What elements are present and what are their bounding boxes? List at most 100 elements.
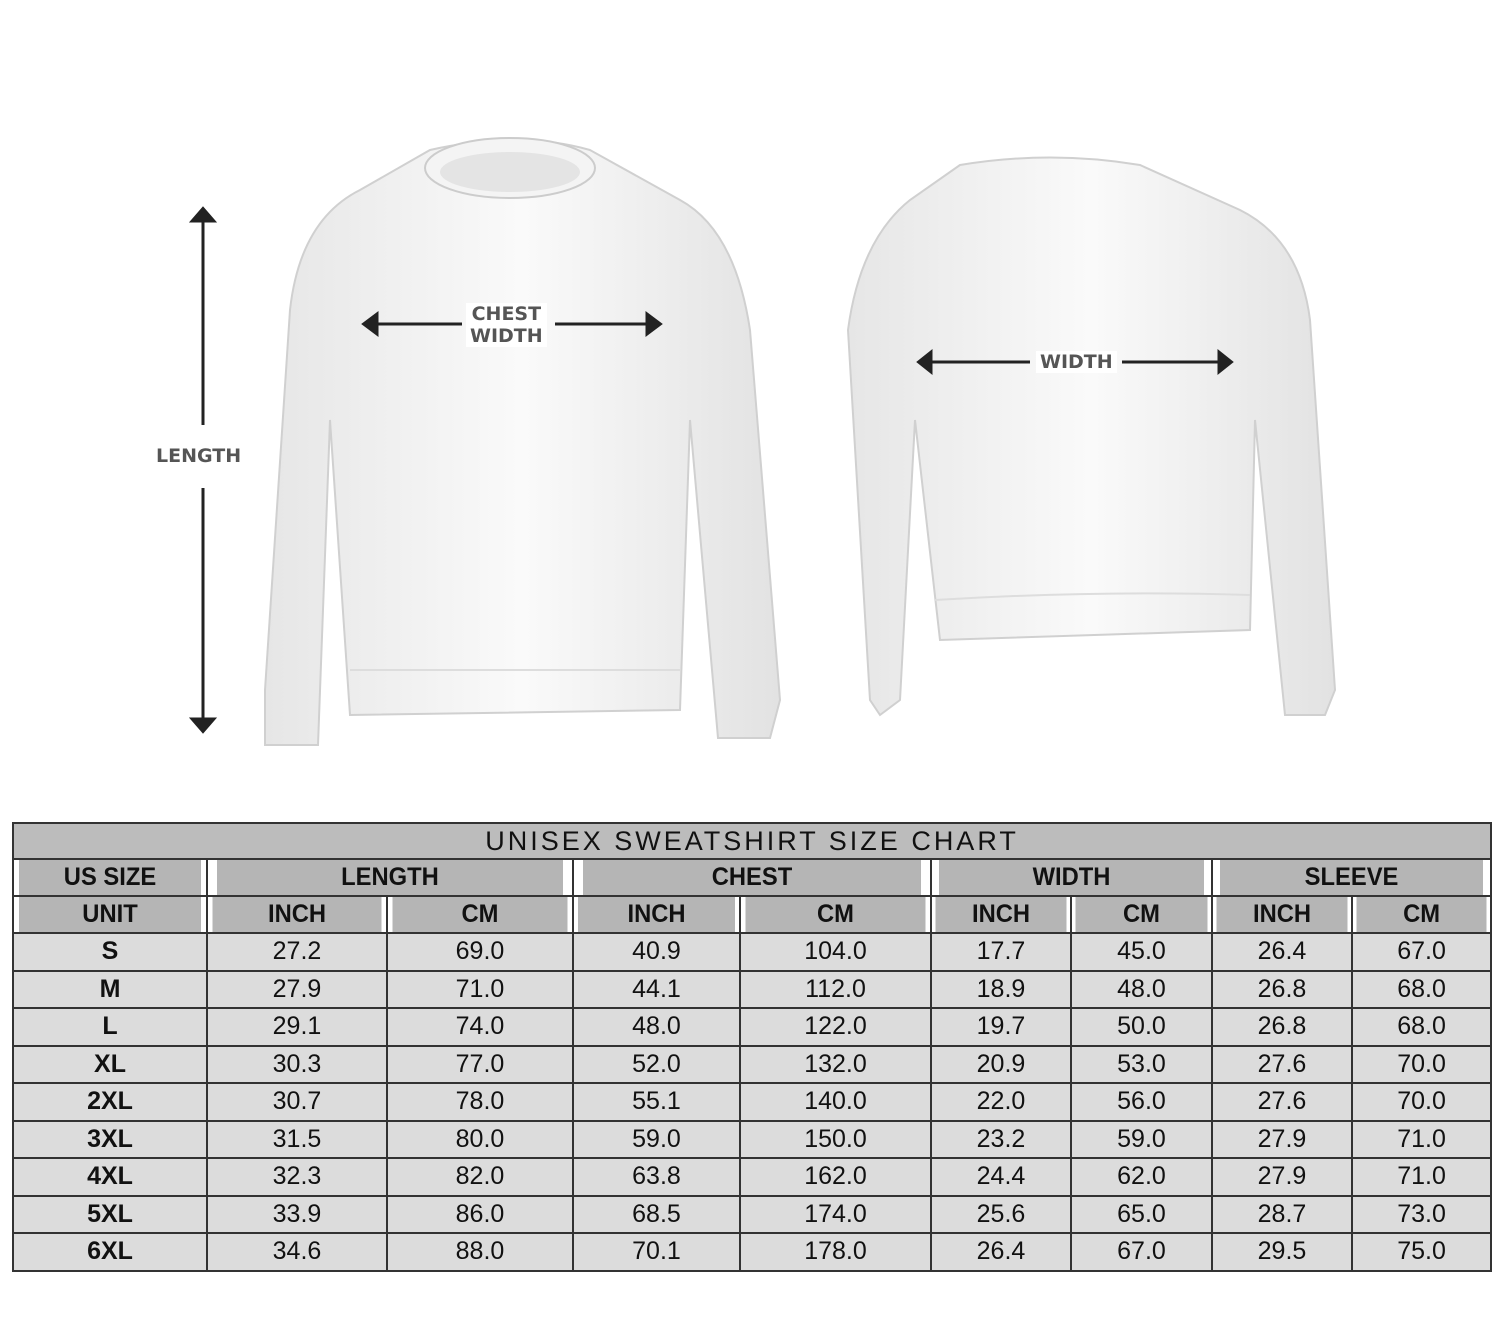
measurement-cell: 68.5 (572, 1194, 741, 1234)
size-cell: 2XL (12, 1082, 208, 1122)
unit-header: UNIT (16, 895, 204, 934)
size-cell: XL (12, 1044, 208, 1084)
measurement-cell: 62.0 (1070, 1157, 1213, 1197)
measurement-cell: 25.6 (930, 1194, 1072, 1234)
table-row: S 27.2 69.0 40.9 104.0 17.7 45.0 26.4 67.0 (12, 932, 1493, 972)
measurement-cell: 26.8 (1211, 969, 1353, 1009)
chest-width-arrow (361, 311, 663, 337)
measurement-cell: 71.0 (1350, 1119, 1493, 1159)
measurement-cell: 70.0 (1350, 1044, 1493, 1084)
measurement-cell: 29.5 (1211, 1232, 1353, 1272)
measurement-cell: 30.3 (206, 1044, 388, 1084)
size-cell: 4XL (12, 1157, 208, 1197)
width-label: WIDTH (1036, 351, 1117, 373)
measurement-cell: 45.0 (1070, 932, 1213, 972)
measurement-cell: 80.0 (386, 1119, 574, 1159)
us-size-header: US SIZE (16, 858, 204, 897)
measurement-cell: 27.9 (1211, 1119, 1353, 1159)
measurement-cell: 26.4 (1211, 932, 1353, 972)
measurement-cell: 112.0 (739, 969, 932, 1009)
width-header: WIDTH (937, 858, 1206, 897)
measurement-cell: 28.7 (1211, 1194, 1353, 1234)
measurement-cell: 73.0 (1350, 1194, 1493, 1234)
size-cell: 6XL (12, 1232, 208, 1272)
measurement-cell: 19.7 (930, 1007, 1072, 1047)
size-cell: M (12, 969, 208, 1009)
measurement-cell: 53.0 (1070, 1044, 1213, 1084)
measurement-cell: 132.0 (739, 1044, 932, 1084)
table-row: 5XL 33.9 86.0 68.5 174.0 25.6 65.0 28.7 73.0 (12, 1194, 1493, 1234)
measurement-cell: 71.0 (386, 969, 574, 1009)
measurement-cell: 74.0 (386, 1007, 574, 1047)
measurement-cell: 88.0 (386, 1232, 574, 1272)
measurement-cell: 59.0 (572, 1119, 741, 1159)
measurement-cell: 48.0 (572, 1007, 741, 1047)
group-header-row: US SIZE LENGTH CHEST WIDTH SLEEVE (13, 858, 1491, 897)
measurement-cell: 27.9 (1211, 1157, 1353, 1197)
sleeve-header: SLEEVE (1218, 858, 1486, 897)
measurement-cell: 71.0 (1350, 1157, 1493, 1197)
size-cell: 5XL (12, 1194, 208, 1234)
measurement-cell: 70.0 (1350, 1082, 1493, 1122)
unit-cell: INCH (210, 895, 384, 934)
table-row: 3XL 31.5 80.0 59.0 150.0 23.2 59.0 27.9 71.0 (12, 1119, 1493, 1159)
measurement-cell: 82.0 (386, 1157, 574, 1197)
measurement-cell: 27.2 (206, 932, 388, 972)
measurement-cell: 55.1 (572, 1082, 741, 1122)
measurement-cell: 86.0 (386, 1194, 574, 1234)
measurement-cell: 27.6 (1211, 1044, 1353, 1084)
width-arrow (916, 348, 1234, 376)
measurement-cell: 67.0 (1070, 1232, 1213, 1272)
unit-cell: CM (1354, 895, 1489, 934)
measurement-cell: 34.6 (206, 1232, 388, 1272)
length-arrow (188, 206, 218, 734)
measurement-cell: 32.3 (206, 1157, 388, 1197)
measurement-cell: 27.9 (206, 969, 388, 1009)
measurement-cell: 70.1 (572, 1232, 741, 1272)
table-row: 4XL 32.3 82.0 63.8 162.0 24.4 62.0 27.9 71.0 (12, 1157, 1493, 1197)
measurement-cell: 68.0 (1350, 1007, 1493, 1047)
measurement-cell: 48.0 (1070, 969, 1213, 1009)
measurement-cell: 18.9 (930, 969, 1072, 1009)
measurement-cell: 26.8 (1211, 1007, 1353, 1047)
table-row: 2XL 30.7 78.0 55.1 140.0 22.0 56.0 27.6 70.0 (12, 1082, 1493, 1122)
unit-cell: INCH (933, 895, 1069, 934)
measurement-cell: 162.0 (739, 1157, 932, 1197)
front-sweatshirt (264, 137, 782, 746)
size-cell: 3XL (12, 1119, 208, 1159)
length-header: LENGTH (215, 858, 565, 897)
measurement-cell: 59.0 (1070, 1119, 1213, 1159)
measurement-cell: 27.6 (1211, 1082, 1353, 1122)
measurement-cell: 20.9 (930, 1044, 1072, 1084)
measurement-cell: 31.5 (206, 1119, 388, 1159)
table-title: UNISEX SWEATSHIRT SIZE CHART (11, 822, 1493, 860)
measurement-cell: 26.4 (930, 1232, 1072, 1272)
measurement-cell: 52.0 (572, 1044, 741, 1084)
measurement-cell: 65.0 (1070, 1194, 1213, 1234)
length-label: LENGTH (152, 445, 246, 467)
measurement-cell: 24.4 (930, 1157, 1072, 1197)
measurement-cell: 174.0 (739, 1194, 932, 1234)
measurement-cell: 69.0 (386, 932, 574, 972)
measurement-cell: 68.0 (1350, 969, 1493, 1009)
unit-cell: INCH (1214, 895, 1350, 934)
measurement-cell: 67.0 (1350, 932, 1493, 972)
chest-label-line1: CHEST (471, 303, 542, 325)
measurement-cell: 178.0 (739, 1232, 932, 1272)
measurement-cell: 22.0 (930, 1082, 1072, 1122)
measurement-cell: 30.7 (206, 1082, 388, 1122)
measurement-cell: 77.0 (386, 1044, 574, 1084)
chest-label-line2: WIDTH (470, 325, 543, 347)
table-row: M 27.9 71.0 44.1 112.0 18.9 48.0 26.8 68.0 (12, 969, 1493, 1009)
measurement-cell: 140.0 (739, 1082, 932, 1122)
table-row: 6XL 34.6 88.0 70.1 178.0 26.4 67.0 29.5 75.0 (12, 1232, 1493, 1272)
unit-cell: CM (743, 895, 928, 934)
measurement-cell: 150.0 (739, 1119, 932, 1159)
measurement-cell: 104.0 (739, 932, 932, 972)
measurement-cell: 122.0 (739, 1007, 932, 1047)
unit-cell: CM (390, 895, 570, 934)
measurement-cell: 23.2 (930, 1119, 1072, 1159)
back-sweatshirt (846, 156, 1337, 717)
measurement-cell: 50.0 (1070, 1007, 1213, 1047)
measurement-cell: 44.1 (572, 969, 741, 1009)
